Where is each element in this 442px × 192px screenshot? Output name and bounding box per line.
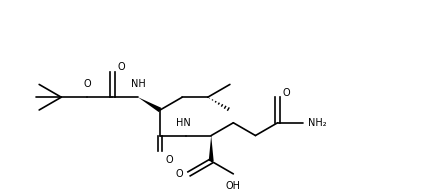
Text: OH: OH bbox=[226, 181, 241, 191]
Text: O: O bbox=[118, 62, 126, 72]
Text: HN: HN bbox=[176, 118, 191, 128]
Text: NH₂: NH₂ bbox=[309, 118, 327, 128]
Text: NH: NH bbox=[130, 79, 145, 89]
Text: O: O bbox=[283, 88, 290, 98]
Polygon shape bbox=[138, 97, 161, 112]
Polygon shape bbox=[209, 136, 213, 161]
Text: O: O bbox=[83, 79, 91, 89]
Text: O: O bbox=[165, 155, 173, 165]
Text: O: O bbox=[175, 169, 183, 179]
